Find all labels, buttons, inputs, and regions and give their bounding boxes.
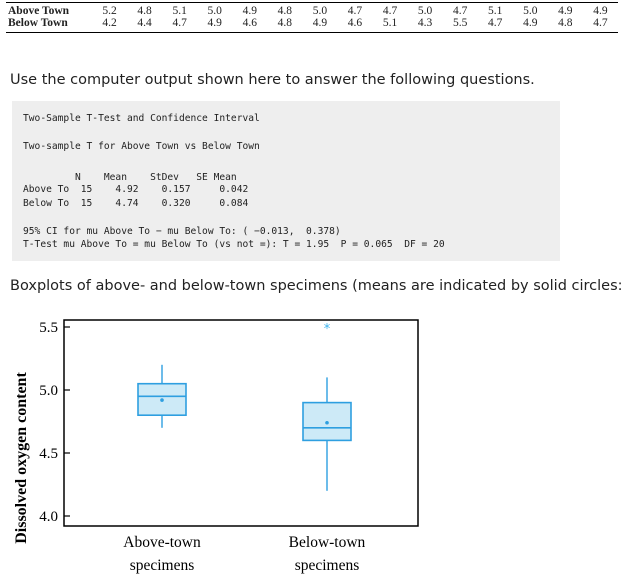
output-row-below: Below To 15 4.74 0.320 0.084 xyxy=(23,198,249,209)
row-label: Above Town xyxy=(6,2,92,17)
cell: 5.0 xyxy=(512,2,548,17)
output-row-above: Above To 15 4.92 0.157 0.042 xyxy=(23,184,249,195)
output-ci: 95% CI for mu Above To − mu Below To: ( … xyxy=(23,226,341,237)
y-axis-label: Dissolved oxygen content xyxy=(13,372,30,544)
cell: 4.8 xyxy=(267,2,303,17)
cell: 4.9 xyxy=(512,17,548,33)
y-ticks: 5.5 5.0 4.5 4.0 xyxy=(39,320,70,525)
category-label: Below-town xyxy=(289,534,366,551)
cell: 5.2 xyxy=(92,2,128,17)
cell: 4.3 xyxy=(407,17,443,33)
output-header: N Mean StDev SE Mean xyxy=(23,172,237,183)
instruction-text: Use the computer output shown here to an… xyxy=(10,72,535,88)
cell: 4.8 xyxy=(267,17,303,33)
cell: 4.9 xyxy=(582,2,618,17)
cell: 4.6 xyxy=(337,17,373,33)
cell: 4.9 xyxy=(547,2,583,17)
category-labels: Above-town specimens Below-town specimens xyxy=(123,534,365,574)
output-title: Two-Sample T-Test and Confidence Interva… xyxy=(23,113,260,124)
category-label: specimens xyxy=(295,557,360,574)
cell: 4.7 xyxy=(477,17,513,33)
cell: 4.7 xyxy=(372,2,408,17)
mean-marker xyxy=(325,420,329,425)
cell: 4.7 xyxy=(442,2,478,17)
output-ttest: T-Test mu Above To = mu Below To (vs not… xyxy=(23,239,445,250)
output-subtitle: Two-sample T for Above Town vs Below Tow… xyxy=(23,141,260,152)
outlier-marker: * xyxy=(324,322,331,337)
y-tick-label: 4.0 xyxy=(39,509,58,525)
cell: 5.1 xyxy=(372,17,408,33)
cell: 5.0 xyxy=(407,2,443,17)
cell: 4.9 xyxy=(232,2,268,17)
cell: 5.0 xyxy=(197,2,233,17)
cell: 4.7 xyxy=(337,2,373,17)
cell: 5.5 xyxy=(442,17,478,33)
plot-frame xyxy=(63,319,419,527)
cell: 4.7 xyxy=(162,17,198,33)
table-row-below: Below Town 4.2 4.4 4.7 4.9 4.6 4.8 4.9 4… xyxy=(6,17,618,33)
cell: 4.8 xyxy=(547,17,583,33)
boxplot-chart: Dissolved oxygen content 5.55.04.54.0 * … xyxy=(13,319,419,574)
box-above-town xyxy=(137,364,187,428)
table-row-above: Above Town 5.2 4.8 5.1 5.0 4.9 4.8 5.0 4… xyxy=(6,2,618,17)
box-below-town: * xyxy=(302,322,352,491)
cell: 5.1 xyxy=(162,2,198,17)
cell: 4.4 xyxy=(127,17,163,33)
cell: 4.9 xyxy=(197,17,233,33)
cell: 4.9 xyxy=(302,17,338,33)
data-table: Above Town 5.2 4.8 5.1 5.0 4.9 4.8 5.0 4… xyxy=(6,2,618,33)
row-label: Below Town xyxy=(6,17,92,33)
y-tick-label: 4.5 xyxy=(39,446,58,462)
category-label: specimens xyxy=(130,557,195,574)
cell: 4.2 xyxy=(92,17,128,33)
box-series: * xyxy=(137,322,352,491)
box-iqr xyxy=(137,382,187,416)
cell: 4.7 xyxy=(582,17,618,33)
category-label: Above-town xyxy=(123,534,201,551)
boxplot-caption: Boxplots of above- and below-town specim… xyxy=(10,278,623,294)
mean-marker xyxy=(160,398,164,402)
y-tick-label: 5.5 xyxy=(39,320,58,336)
y-tick-label: 5.0 xyxy=(39,383,58,399)
computer-output-panel: Two-Sample T-Test and Confidence Interva… xyxy=(12,101,560,261)
cell: 4.8 xyxy=(127,2,163,17)
cell: 5.0 xyxy=(302,2,338,17)
cell: 4.6 xyxy=(232,17,268,33)
cell: 5.1 xyxy=(477,2,513,17)
